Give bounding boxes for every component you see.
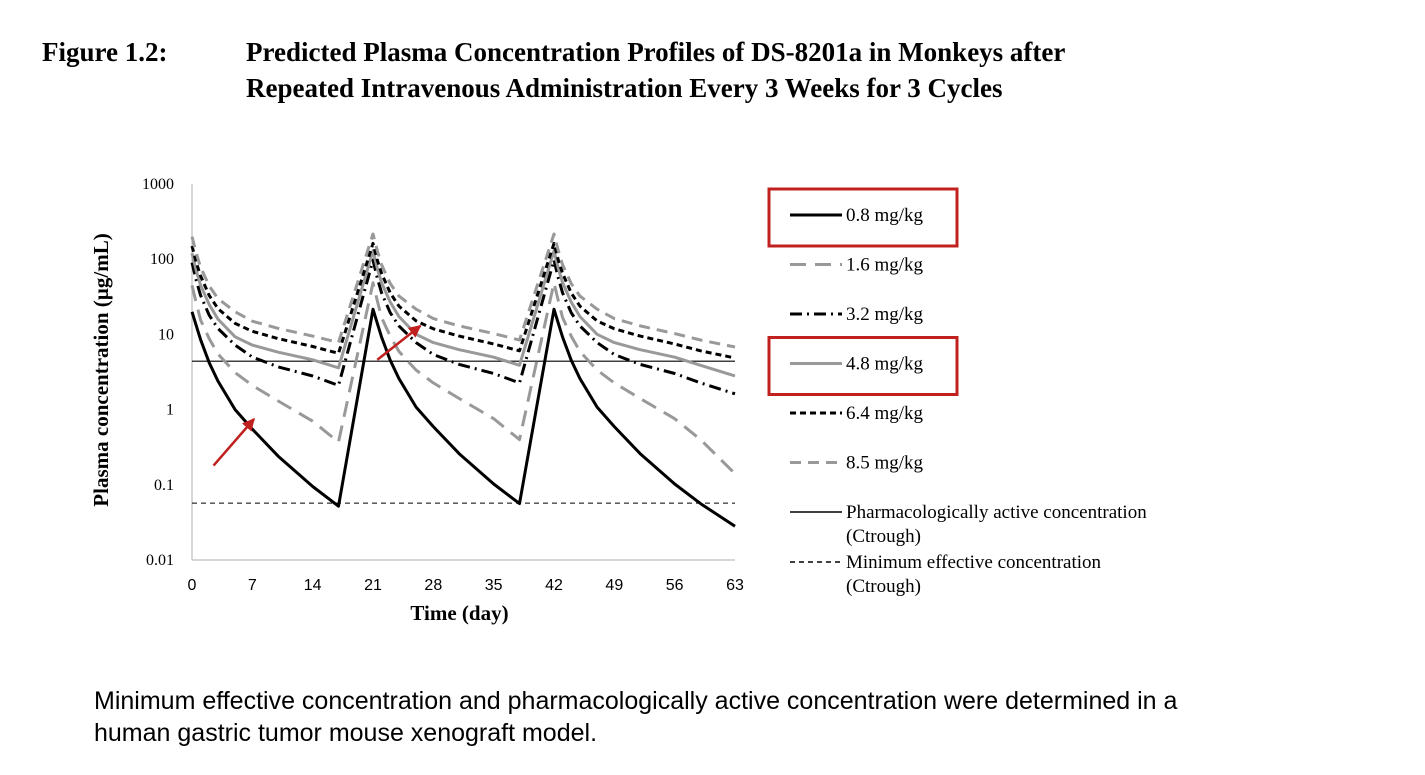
series-line xyxy=(190,241,736,360)
series-line xyxy=(190,258,736,396)
legend-label: 3.2 mg/kg xyxy=(846,304,924,325)
x-tick-label: 63 xyxy=(726,577,744,594)
series-line xyxy=(190,281,737,475)
annotation-arrow xyxy=(376,324,422,361)
legend-highlight-box xyxy=(767,336,959,396)
y-tick-label: 10 xyxy=(158,326,174,343)
y-tick-label: 0.01 xyxy=(146,552,174,569)
legend-label: 8.5 mg/kg xyxy=(846,453,924,474)
series-line xyxy=(190,232,736,349)
x-tick-label: 35 xyxy=(485,577,503,594)
footnote: Minimum effective concentration and phar… xyxy=(94,685,1394,749)
reference-lines xyxy=(192,360,735,504)
x-tick-label: 56 xyxy=(666,577,684,594)
figure-title-line2: Repeated Intravenous Administration Ever… xyxy=(246,73,1003,103)
x-tick-label: 49 xyxy=(605,577,623,594)
x-tick-label: 42 xyxy=(545,577,563,594)
legend-label-note: (Ctrough) xyxy=(846,576,921,597)
pk-line-chart: 0.01 0.1 1 10 100 1000 0 7 14 21 28 35 42 49 56 63 Time … xyxy=(89,176,1147,625)
legend-highlight-box xyxy=(767,187,959,248)
axes: 0.01 0.1 1 10 100 1000 0 7 14 21 28 35 42 49 56 63 Time … xyxy=(89,176,744,625)
y-tick-label: 0.1 xyxy=(154,477,174,494)
legend-label: 0.8 mg/kg xyxy=(846,205,924,226)
series-line xyxy=(190,307,736,528)
y-tick-label: 1 xyxy=(166,402,174,419)
series-line xyxy=(190,249,736,378)
legend-label: 1.6 mg/kg xyxy=(846,255,924,276)
x-tick-label: 14 xyxy=(304,577,322,594)
y-axis-title: Plasma concentration (µg/mL) xyxy=(89,233,113,506)
figure-title-line1: Predicted Plasma Concentration Profiles … xyxy=(246,37,1066,67)
x-tick-label: 7 xyxy=(248,577,257,594)
y-tick-label: 100 xyxy=(150,251,174,268)
figure-title: Predicted Plasma Concentration Profiles … xyxy=(246,34,1366,106)
legend-label-note: (Ctrough) xyxy=(846,526,921,547)
legend-label: 6.4 mg/kg xyxy=(846,403,924,424)
series-lines xyxy=(190,232,737,528)
figure-label: Figure 1.2: xyxy=(42,37,168,67)
annotation-arrow xyxy=(212,418,256,467)
legend: 0.8 mg/kg 1.6 mg/kg 3.2 mg/kg 4.8 mg/kg 6.4 … xyxy=(767,187,1147,597)
annotations xyxy=(212,324,422,467)
x-axis-title: Time (day) xyxy=(410,601,508,625)
x-tick-label: 0 xyxy=(188,577,197,594)
legend-label: Minimum effective concentration xyxy=(846,552,1102,573)
x-tick-label: 28 xyxy=(424,577,442,594)
footnote-line1: Minimum effective concentration and phar… xyxy=(94,687,1178,715)
x-tick-label: 21 xyxy=(364,577,382,594)
legend-label: Pharmacologically active concentration xyxy=(846,502,1147,523)
footnote-line2: human gastric tumor mouse xenograft mode… xyxy=(94,719,598,747)
legend-label: 4.8 mg/kg xyxy=(846,354,924,375)
y-tick-label: 1000 xyxy=(142,176,174,193)
